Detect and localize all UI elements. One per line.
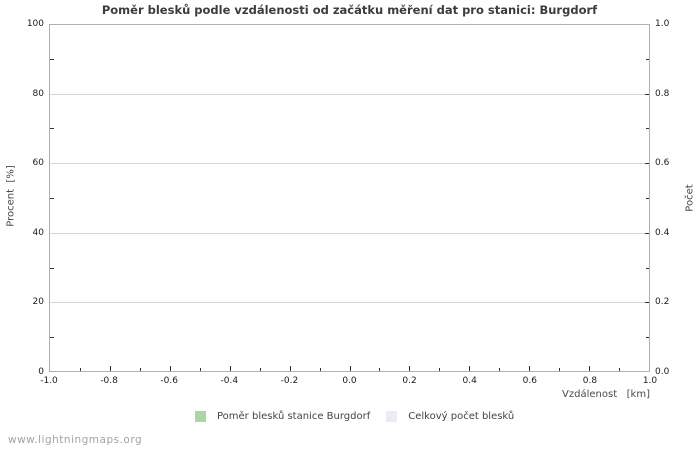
x-minor-tick (379, 368, 381, 371)
gridline (50, 163, 649, 165)
x-tick-label: 0.4 (462, 376, 477, 386)
legend-label-ratio: Poměr blesků stanice Burgdorf (217, 411, 371, 422)
y-minor-tick-right (646, 267, 649, 269)
y-minor-tick-right (646, 128, 649, 130)
plot-area (49, 24, 650, 372)
legend-item-total: Celkový počet blesků (386, 411, 514, 422)
x-major-tick (289, 366, 291, 371)
x-minor-tick (499, 368, 501, 371)
watermark: www.lightningmaps.org (8, 434, 143, 446)
y-right-tick-label: 0.0 (655, 367, 670, 377)
y-major-tick-right (645, 302, 649, 304)
x-axis-label: Vzdálenost [km] (562, 389, 650, 400)
x-minor-tick (79, 368, 81, 371)
y-minor-tick-right (646, 198, 649, 199)
y-left-tick-label: 100 (26, 19, 44, 29)
y-left-tick-label: 0 (38, 367, 44, 377)
legend-swatch-total (386, 411, 398, 422)
y-major-tick-right (645, 232, 649, 234)
y-minor-tick-left (50, 128, 54, 130)
y-minor-tick-left (50, 337, 54, 339)
x-minor-tick (259, 368, 261, 371)
x-tick-label: 0.8 (582, 376, 598, 386)
y-right-tick-label: 0.2 (655, 297, 670, 308)
gridline (50, 302, 649, 304)
x-major-tick (349, 366, 351, 371)
x-tick-label: -0.6 (160, 376, 178, 386)
y-right-tick-label: 0.4 (655, 227, 670, 238)
x-minor-tick (559, 368, 561, 371)
chart-title: Poměr blesků podle vzdálenosti od začátk… (101, 3, 598, 17)
y-left-tick-label: 80 (32, 88, 44, 99)
x-tick-label: 0.6 (522, 376, 537, 386)
x-minor-tick (139, 368, 141, 371)
y-left-tick-label: 40 (32, 227, 44, 238)
x-major-tick (589, 366, 591, 371)
x-major-tick (409, 366, 411, 371)
x-major-tick (229, 366, 231, 371)
legend: Poměr blesků stanice Burgdorf Celkový po… (195, 411, 514, 422)
x-major-tick (529, 366, 531, 371)
y-left-tick-label: 20 (32, 297, 44, 308)
x-major-tick (109, 366, 111, 371)
x-tick-label: 0.2 (402, 376, 417, 386)
y-axis-left-label: Procent [%] (5, 165, 17, 227)
y-major-tick-right (645, 163, 649, 165)
x-tick-label: -0.8 (100, 376, 118, 386)
x-minor-tick (199, 368, 201, 371)
x-minor-tick (439, 368, 441, 371)
y-major-tick-right (645, 93, 649, 95)
x-tick-label: -1.0 (40, 376, 58, 386)
x-major-tick (169, 366, 171, 371)
legend-label-total: Celkový počet blesků (408, 411, 515, 422)
x-minor-tick (619, 368, 621, 371)
x-tick-label: -0.2 (280, 376, 299, 386)
gridline (50, 232, 649, 234)
y-minor-tick-left (50, 267, 54, 269)
legend-item-ratio: Poměr blesků stanice Burgdorf (195, 411, 370, 422)
y-right-tick-label: 0.8 (655, 88, 670, 99)
x-tick-label: -0.4 (220, 376, 239, 386)
legend-swatch-ratio (195, 411, 206, 422)
y-minor-tick-left (50, 198, 54, 199)
y-minor-tick-right (646, 58, 649, 60)
x-minor-tick (319, 368, 321, 371)
y-right-tick-label: 0.6 (655, 158, 670, 169)
y-minor-tick-right (646, 337, 649, 339)
y-left-tick-label: 60 (32, 158, 44, 169)
x-tick-label: 0.0 (342, 376, 357, 386)
y-right-tick-label: 1.0 (655, 19, 670, 29)
x-tick-label: 1.0 (642, 376, 658, 386)
y-minor-tick-left (50, 58, 54, 60)
y-axis-right-label: Počet (684, 184, 696, 212)
gridline (50, 93, 649, 95)
x-major-tick (469, 366, 471, 371)
